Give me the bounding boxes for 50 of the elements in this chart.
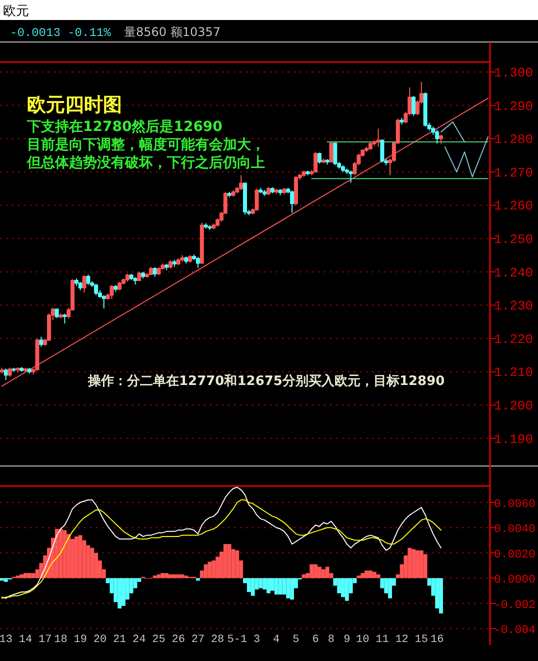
x-tick-label: 9 [344, 634, 350, 646]
x-tick-label: 11 [376, 634, 390, 646]
x-tick-label: 4 [273, 634, 280, 646]
text: 欧元四时图 [27, 94, 122, 116]
y-tick-label: -0.004 [494, 624, 536, 638]
x-tick-label: 6 [312, 634, 319, 646]
x-tick-label: 28 [210, 634, 224, 646]
y-tick-label: 1.200 [494, 398, 534, 414]
y-tick-label: 1.220 [494, 332, 534, 347]
text: -0.0013 -0.11% [10, 26, 112, 40]
y-tick-label: 1.290 [494, 98, 534, 114]
x-tick-label: 24 [132, 634, 146, 646]
y-tick-label: 1.300 [494, 65, 534, 80]
annotation: 但总体趋势没有破坏，下行之后仍向上 [26, 154, 265, 171]
y-tick-label: 0.0020 [494, 548, 536, 562]
x-tick-label: 17 [38, 634, 52, 646]
x-tick-label: 13 [0, 634, 12, 646]
x-tick-label: 20 [93, 634, 107, 646]
text: 量8560 额10357 [124, 25, 221, 39]
y-tick-label: 1.270 [494, 165, 534, 180]
x-tick-label: 15 [414, 634, 428, 646]
x-tick-label: 18 [54, 634, 68, 646]
y-tick-label: 1.260 [494, 198, 534, 214]
x-tick-label: 21 [112, 634, 127, 646]
text: 欧元 [3, 4, 29, 19]
y-tick-label: 1.250 [494, 232, 534, 248]
y-tick-label: 1.280 [494, 132, 534, 148]
x-tick-label: 10 [356, 634, 370, 646]
x-tick-label: 12 [395, 634, 408, 646]
annotation: 下支持在12780然后是12690 [26, 118, 223, 135]
y-tick-label: 0.0060 [494, 498, 536, 511]
y-tick-label: 0.0040 [494, 523, 536, 536]
annotation: 目前是向下调整，幅度可能有会加大， [27, 136, 265, 153]
x-tick-label: 8 [328, 634, 335, 646]
x-tick-label: 14 [18, 634, 32, 646]
x-tick-label: 26 [172, 634, 185, 646]
x-tick-label: 25 [152, 634, 166, 646]
y-tick-label: 1.210 [494, 365, 534, 380]
y-tick-label: -0.002 [494, 598, 536, 612]
x-tick-label: 16 [430, 634, 444, 646]
y-tick-label: 1.190 [494, 432, 534, 447]
annotation: 操作：分二单在12770和12675分别买入欧元，目标12890 [87, 373, 445, 389]
y-tick-label: 1.240 [494, 265, 534, 280]
y-tick-label: 1.230 [494, 298, 534, 314]
x-tick-label: 19 [74, 634, 87, 646]
x-tick-label: 27 [191, 634, 205, 646]
x-tick-label: 5 [292, 634, 300, 646]
x-tick-label: 5-1 [227, 634, 248, 646]
y-tick-label: 0.0000 [494, 574, 536, 587]
x-tick-label: 3 [253, 634, 260, 646]
